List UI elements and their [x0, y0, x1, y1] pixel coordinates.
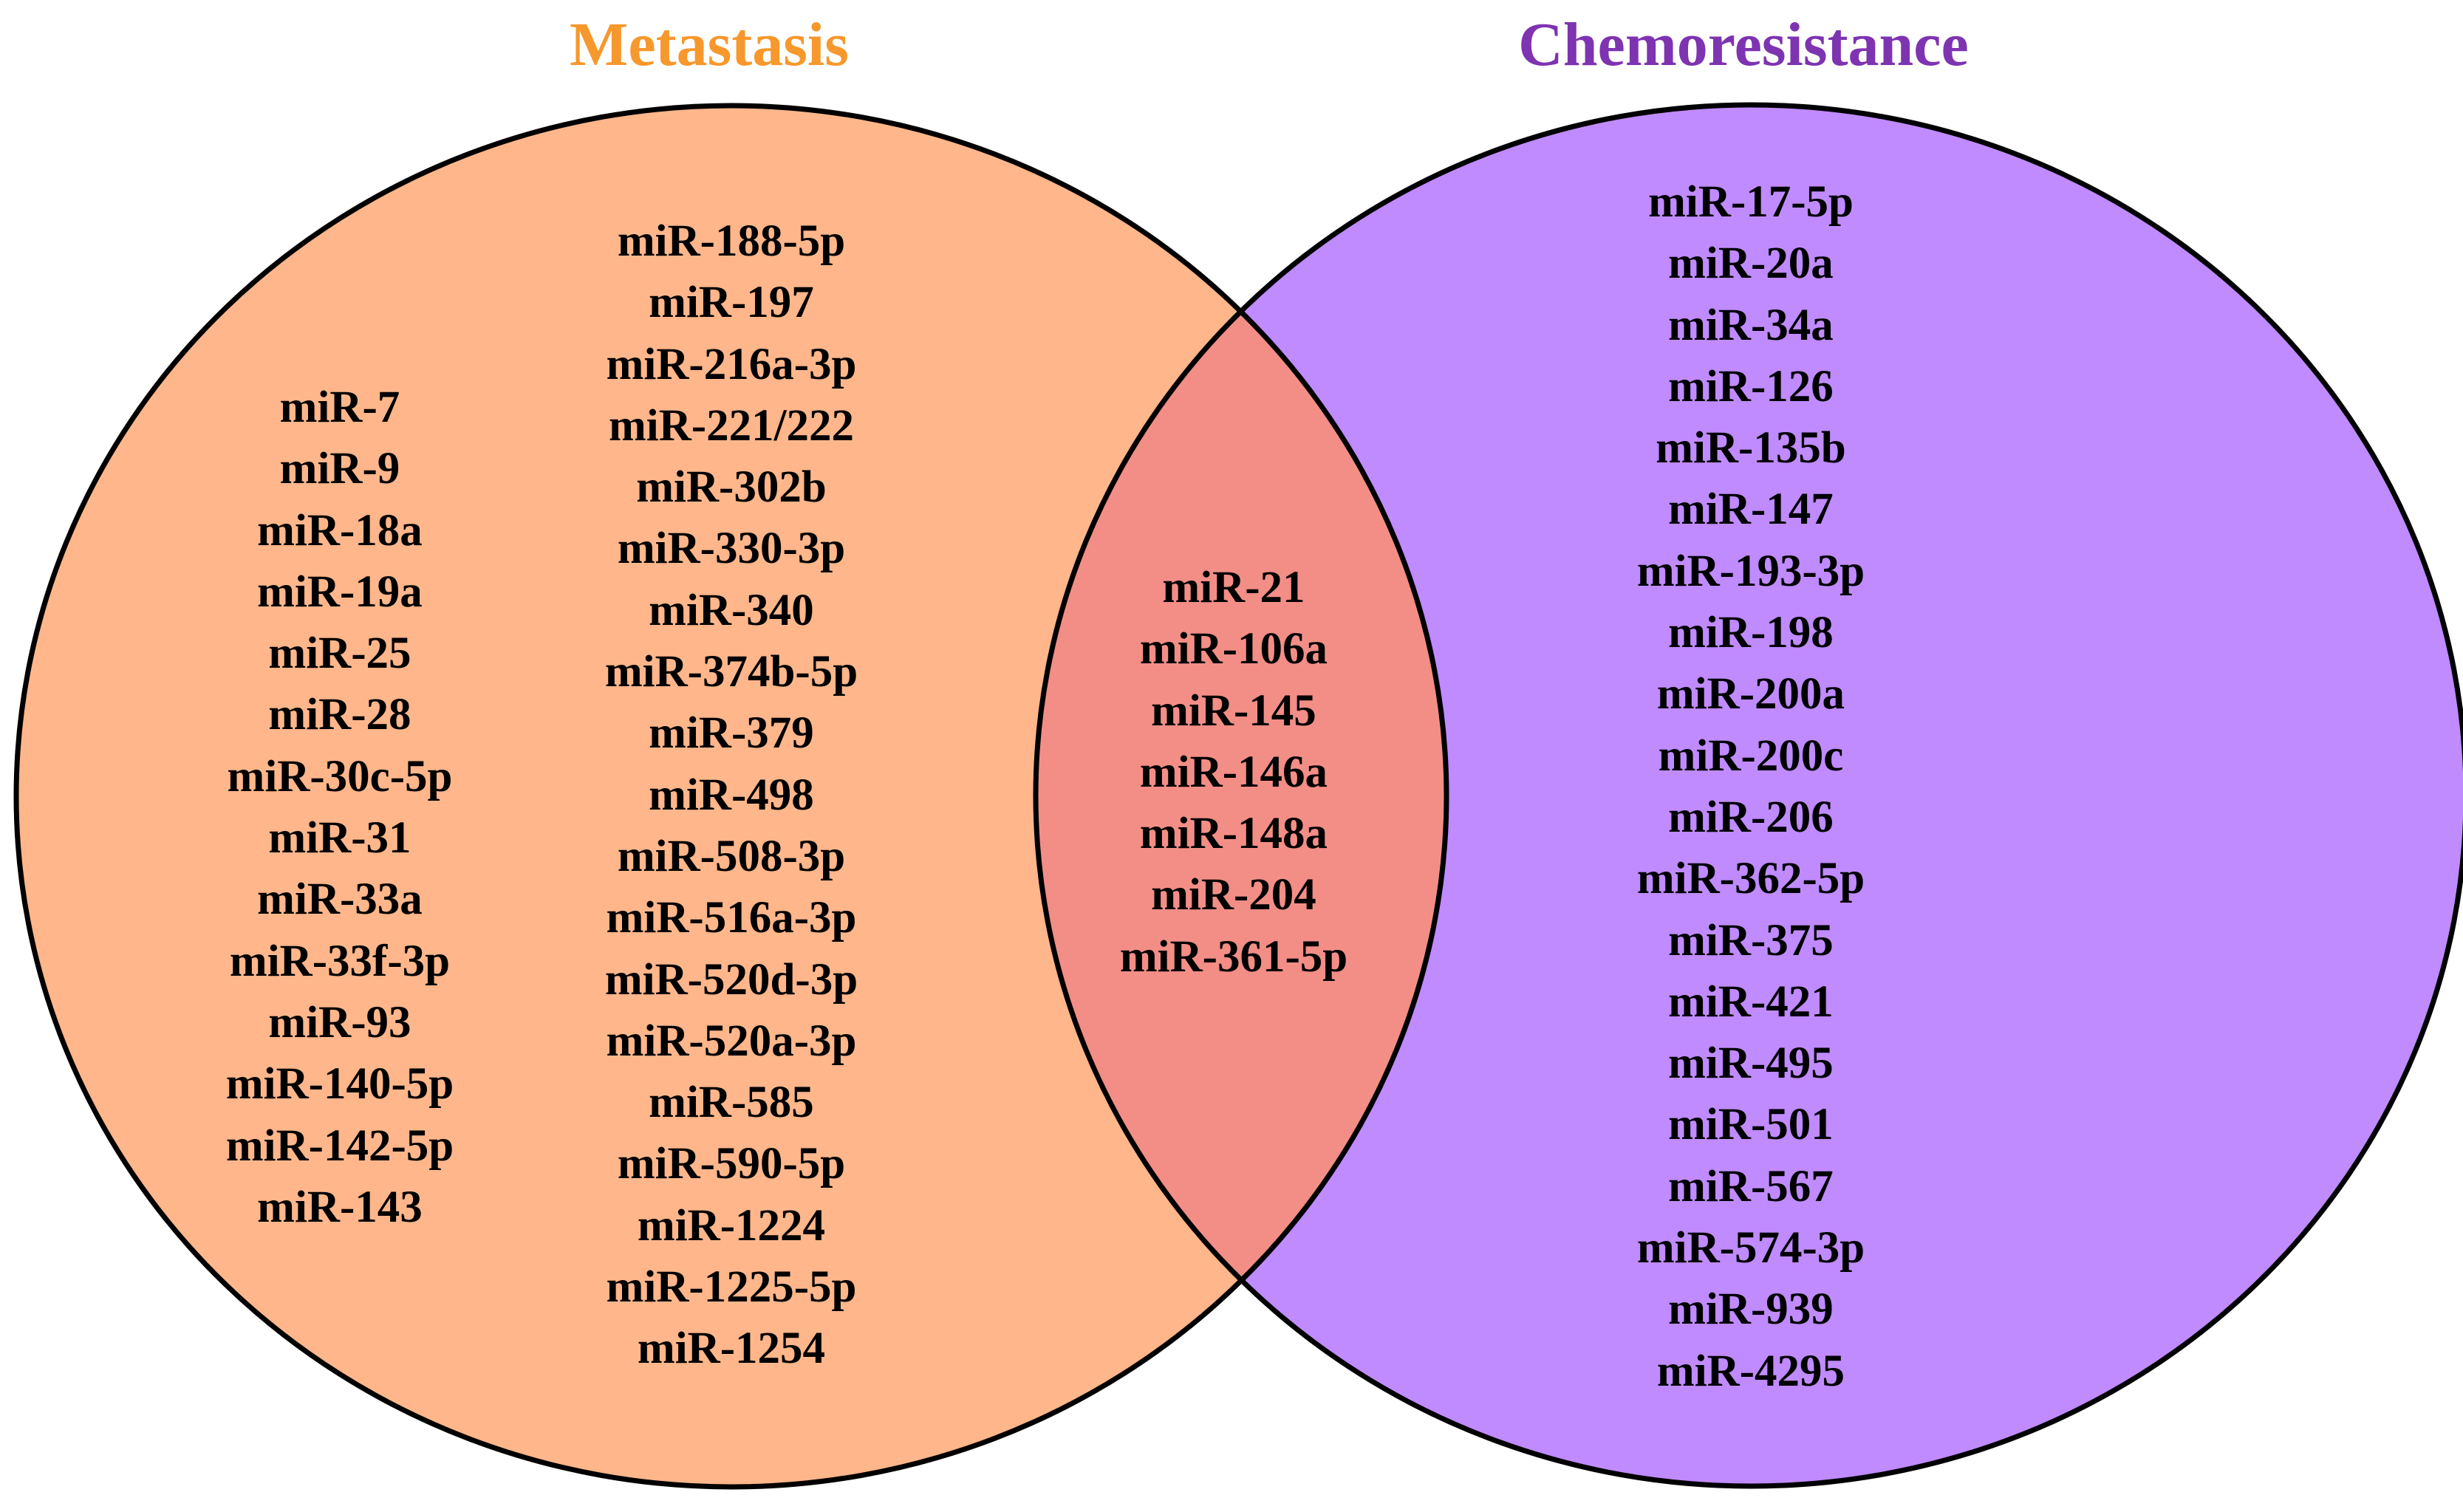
metastasis-only-list-1: miR-7 miR-9 miR-18a miR-19a miR-25 miR-28 miR-…	[163, 377, 517, 1238]
mirna-label: miR-200c	[1658, 731, 1844, 781]
mirna-label: miR-1224	[637, 1200, 826, 1251]
chemoresistance-title: Chemoresistance	[1518, 10, 1969, 79]
mirna-label: miR-17-5p	[1648, 177, 1854, 227]
mirna-label: miR-34a	[1668, 300, 1834, 350]
mirna-label: miR-31	[268, 813, 411, 863]
mirna-label: miR-188-5p	[617, 216, 846, 266]
mirna-label: miR-148a	[1139, 809, 1328, 859]
mirna-label: miR-204	[1151, 870, 1316, 920]
mirna-label: miR-590-5p	[617, 1139, 846, 1189]
mirna-label: miR-495	[1668, 1039, 1834, 1089]
mirna-label: miR-216a-3p	[606, 339, 857, 389]
mirna-label: miR-362-5p	[1636, 854, 1865, 904]
mirna-label: miR-375	[1668, 915, 1834, 965]
mirna-label: miR-520d-3p	[604, 954, 858, 1005]
mirna-label: miR-146a	[1139, 747, 1328, 797]
mirna-label: miR-19a	[257, 567, 423, 617]
mirna-label: miR-135b	[1656, 423, 1846, 473]
mirna-label: miR-206	[1668, 792, 1834, 842]
mirna-label: miR-585	[649, 1078, 814, 1128]
mirna-label: miR-143	[257, 1182, 423, 1232]
mirna-label: miR-142-5p	[225, 1121, 454, 1171]
mirna-label: miR-508-3p	[617, 831, 846, 881]
mirna-label: miR-221/222	[608, 400, 855, 451]
mirna-label: miR-520a-3p	[606, 1016, 857, 1066]
mirna-label: miR-198	[1668, 608, 1834, 658]
mirna-label: miR-361-5p	[1119, 931, 1348, 982]
mirna-label: miR-379	[649, 708, 814, 759]
mirna-label: miR-302b	[636, 462, 827, 513]
metastasis-circle	[16, 106, 1446, 1487]
mirna-label: miR-9	[279, 444, 400, 494]
mirna-label: miR-374b-5p	[604, 647, 858, 697]
mirna-label: miR-4295	[1656, 1346, 1845, 1396]
mirna-label: miR-340	[649, 585, 814, 635]
mirna-label: miR-147	[1668, 485, 1834, 535]
mirna-label: miR-33f-3p	[229, 936, 451, 986]
mirna-label: miR-939	[1668, 1284, 1834, 1335]
mirna-label: miR-25	[268, 629, 411, 679]
mirna-label: miR-193-3p	[1636, 546, 1865, 596]
mirna-label: miR-21	[1162, 563, 1305, 612]
mirna-label: miR-516a-3p	[606, 893, 857, 943]
mirna-label: miR-30c-5p	[227, 751, 453, 801]
mirna-label: miR-33a	[257, 875, 423, 925]
mirna-label: miR-140-5p	[225, 1059, 454, 1109]
mirna-label: miR-1254	[637, 1324, 826, 1374]
mirna-label: miR-28	[268, 690, 411, 740]
metastasis-outline	[13, 103, 1449, 1490]
mirna-label: miR-330-3p	[617, 524, 846, 574]
mirna-label: miR-126	[1668, 361, 1834, 411]
mirna-label: miR-567	[1668, 1161, 1834, 1211]
shared-mirna-list: miR-21 miR-106a miR-145 miR-146a miR-148a miR…	[1056, 557, 1411, 988]
mirna-label: miR-1225-5p	[606, 1262, 857, 1313]
mirna-label: miR-498	[649, 770, 814, 820]
mirna-label: miR-93	[268, 997, 411, 1047]
mirna-label: miR-421	[1668, 976, 1834, 1027]
mirna-label: miR-18a	[257, 505, 423, 555]
chemoresistance-outline	[1033, 102, 2463, 1489]
mirna-label: miR-7	[279, 383, 400, 432]
mirna-label: miR-200a	[1656, 669, 1845, 719]
chemoresistance-only-list: miR-17-5p miR-20a miR-34a miR-126 miR-135b mi…	[1566, 171, 1936, 1402]
mirna-label: miR-106a	[1139, 624, 1328, 674]
mirna-label: miR-574-3p	[1636, 1223, 1865, 1273]
mirna-label: miR-197	[649, 278, 814, 328]
metastasis-title: Metastasis	[570, 10, 849, 79]
metastasis-only-list-2: miR-188-5p miR-197 miR-216a-3p miR-221/222 m…	[539, 211, 923, 1380]
mirna-label: miR-20a	[1668, 239, 1834, 289]
mirna-label: miR-501	[1668, 1100, 1834, 1150]
mirna-label: miR-145	[1151, 685, 1316, 736]
chemoresistance-circle	[1036, 105, 2463, 1486]
